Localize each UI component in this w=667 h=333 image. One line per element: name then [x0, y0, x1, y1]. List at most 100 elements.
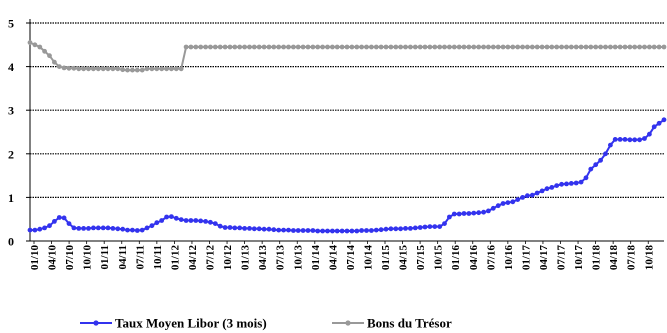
data-point: [578, 44, 584, 50]
legend-label-bons: Bons du Trésor: [367, 316, 452, 331]
data-point: [222, 44, 228, 50]
legend-marker-libor: [93, 320, 99, 326]
data-point: [120, 226, 126, 232]
data-point: [559, 44, 564, 50]
data-point: [393, 226, 399, 232]
data-point: [642, 44, 647, 50]
data-point: [95, 66, 101, 72]
x-tick-label: 01/14: [310, 245, 322, 271]
data-point: [388, 226, 394, 232]
data-point: [320, 228, 325, 234]
data-point: [588, 166, 594, 172]
data-point: [554, 183, 560, 189]
data-point: [281, 227, 286, 233]
y-tick-label: 1: [8, 191, 14, 205]
data-point: [251, 44, 257, 50]
x-tick-label: 07/11: [134, 245, 146, 269]
y-tick-label: 4: [8, 60, 14, 74]
data-point: [520, 44, 525, 50]
x-tick-label: 07/15: [415, 245, 427, 271]
data-point: [403, 44, 408, 50]
x-tick-label: 04/12: [187, 245, 199, 271]
legend-marker-bons: [345, 320, 351, 326]
data-point: [193, 44, 199, 50]
data-point: [651, 124, 657, 130]
data-point: [130, 227, 135, 233]
data-point: [622, 44, 628, 50]
data-point: [286, 44, 291, 50]
data-point: [490, 205, 496, 211]
data-point: [461, 211, 467, 216]
y-tick-labels: 0 1 2 3 4 5: [8, 17, 14, 249]
data-point: [310, 228, 316, 233]
data-point: [237, 44, 243, 50]
data-point: [505, 200, 511, 206]
data-point: [593, 162, 599, 168]
data-point: [27, 227, 33, 233]
data-point: [217, 223, 223, 229]
data-point: [437, 44, 443, 50]
data-point: [417, 225, 423, 230]
data-point: [495, 44, 501, 50]
data-point: [169, 214, 174, 220]
data-point: [81, 226, 86, 231]
x-tick-label: 10/15: [433, 245, 445, 271]
data-point: [76, 226, 82, 231]
data-point: [481, 44, 486, 50]
data-point: [549, 185, 555, 190]
data-point: [139, 67, 145, 73]
data-point: [212, 44, 218, 50]
data-point: [291, 228, 296, 233]
data-point: [598, 44, 603, 50]
data-point: [505, 44, 511, 50]
x-tick-label: 07/14: [345, 245, 357, 271]
legend-item-bons: Bons du Trésor: [332, 316, 452, 331]
data-point: [281, 44, 286, 50]
x-tick-label: 07/12: [205, 245, 217, 271]
data-point: [86, 66, 91, 72]
data-point: [647, 131, 652, 137]
data-point: [583, 44, 589, 50]
data-point: [456, 44, 462, 50]
data-point: [573, 44, 579, 50]
data-point: [383, 226, 389, 232]
data-point: [100, 225, 106, 231]
x-tick-label: 04/17: [538, 245, 550, 271]
data-point: [554, 44, 560, 50]
x-tick-labels: 01/10 04/10 07/10 10/10 01/11 04/11 07/11 10/11…: [29, 245, 655, 271]
data-point: [52, 219, 57, 224]
data-point: [237, 225, 243, 231]
x-tick-label: 10/11: [152, 245, 164, 269]
data-point: [349, 228, 355, 234]
data-point: [651, 44, 657, 50]
data-point: [515, 44, 521, 50]
data-point: [71, 65, 77, 71]
data-point: [544, 186, 550, 192]
data-point: [149, 66, 155, 72]
data-point: [471, 210, 477, 216]
data-point: [134, 67, 140, 73]
data-point: [242, 44, 248, 50]
data-point: [256, 226, 262, 232]
data-point: [247, 44, 252, 50]
data-point: [344, 44, 350, 50]
data-point: [325, 44, 330, 50]
data-point: [271, 44, 277, 50]
data-point: [300, 228, 306, 233]
data-point: [617, 137, 623, 142]
data-point: [354, 228, 360, 234]
data-point: [330, 44, 335, 50]
data-point: [164, 214, 170, 220]
data-point: [398, 44, 403, 50]
data-point: [398, 226, 403, 232]
data-point: [534, 190, 540, 196]
data-point: [115, 66, 121, 72]
data-point: [412, 225, 418, 231]
data-point: [359, 228, 364, 233]
x-tick-label: 01/18: [591, 245, 603, 271]
data-point: [612, 44, 618, 50]
data-point: [656, 44, 662, 50]
x-tick-label: 04/14: [327, 245, 339, 271]
data-point: [373, 227, 379, 233]
data-point: [466, 211, 472, 216]
